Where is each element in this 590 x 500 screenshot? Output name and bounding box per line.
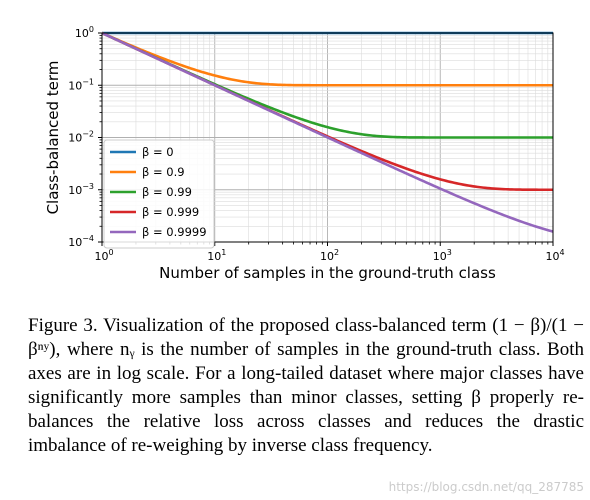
x-tick-label: 104 xyxy=(545,248,564,263)
y-tick-label: 10−1 xyxy=(68,77,94,92)
legend-entry-2: β = 0.99 xyxy=(142,185,192,199)
x-tick-label: 101 xyxy=(207,248,226,263)
legend-entry-0: β = 0 xyxy=(142,145,174,159)
legend-entry-3: β = 0.999 xyxy=(142,205,199,219)
x-tick-label: 100 xyxy=(94,248,113,263)
figure-caption: Figure 3. Visualization of the proposed … xyxy=(28,315,584,456)
x-tick-label: 102 xyxy=(320,248,339,263)
x-tick-label: 103 xyxy=(433,248,452,263)
series-line-1 xyxy=(101,31,553,87)
watermark: https://blog.csdn.net/qq_287785 xyxy=(388,480,584,494)
legend: β = 0 β = 0.9 β = 0.99 β = 0.999 β = 0.9999 xyxy=(103,139,215,249)
y-tick-label: 10−3 xyxy=(68,182,94,197)
y-tick-label: 10−2 xyxy=(68,130,94,145)
legend-box xyxy=(103,139,215,249)
series-line-4 xyxy=(101,31,554,233)
y-axis-label: Class-balanced term xyxy=(44,61,62,215)
y-tick-label: 10−4 xyxy=(68,234,94,249)
x-axis-label: Number of samples in the ground-truth cl… xyxy=(159,264,496,282)
axis-ticks: 100 101 102 103 104 100 10−1 10−2 10−3 10−4 xyxy=(68,25,564,263)
y-tick-label: 100 xyxy=(75,25,94,40)
chart: 100 101 102 103 104 100 10−1 10−2 10−3 10−4 Class… xyxy=(44,25,565,282)
legend-entry-1: β = 0.9 xyxy=(142,165,185,179)
legend-entry-4: β = 0.9999 xyxy=(142,225,207,239)
